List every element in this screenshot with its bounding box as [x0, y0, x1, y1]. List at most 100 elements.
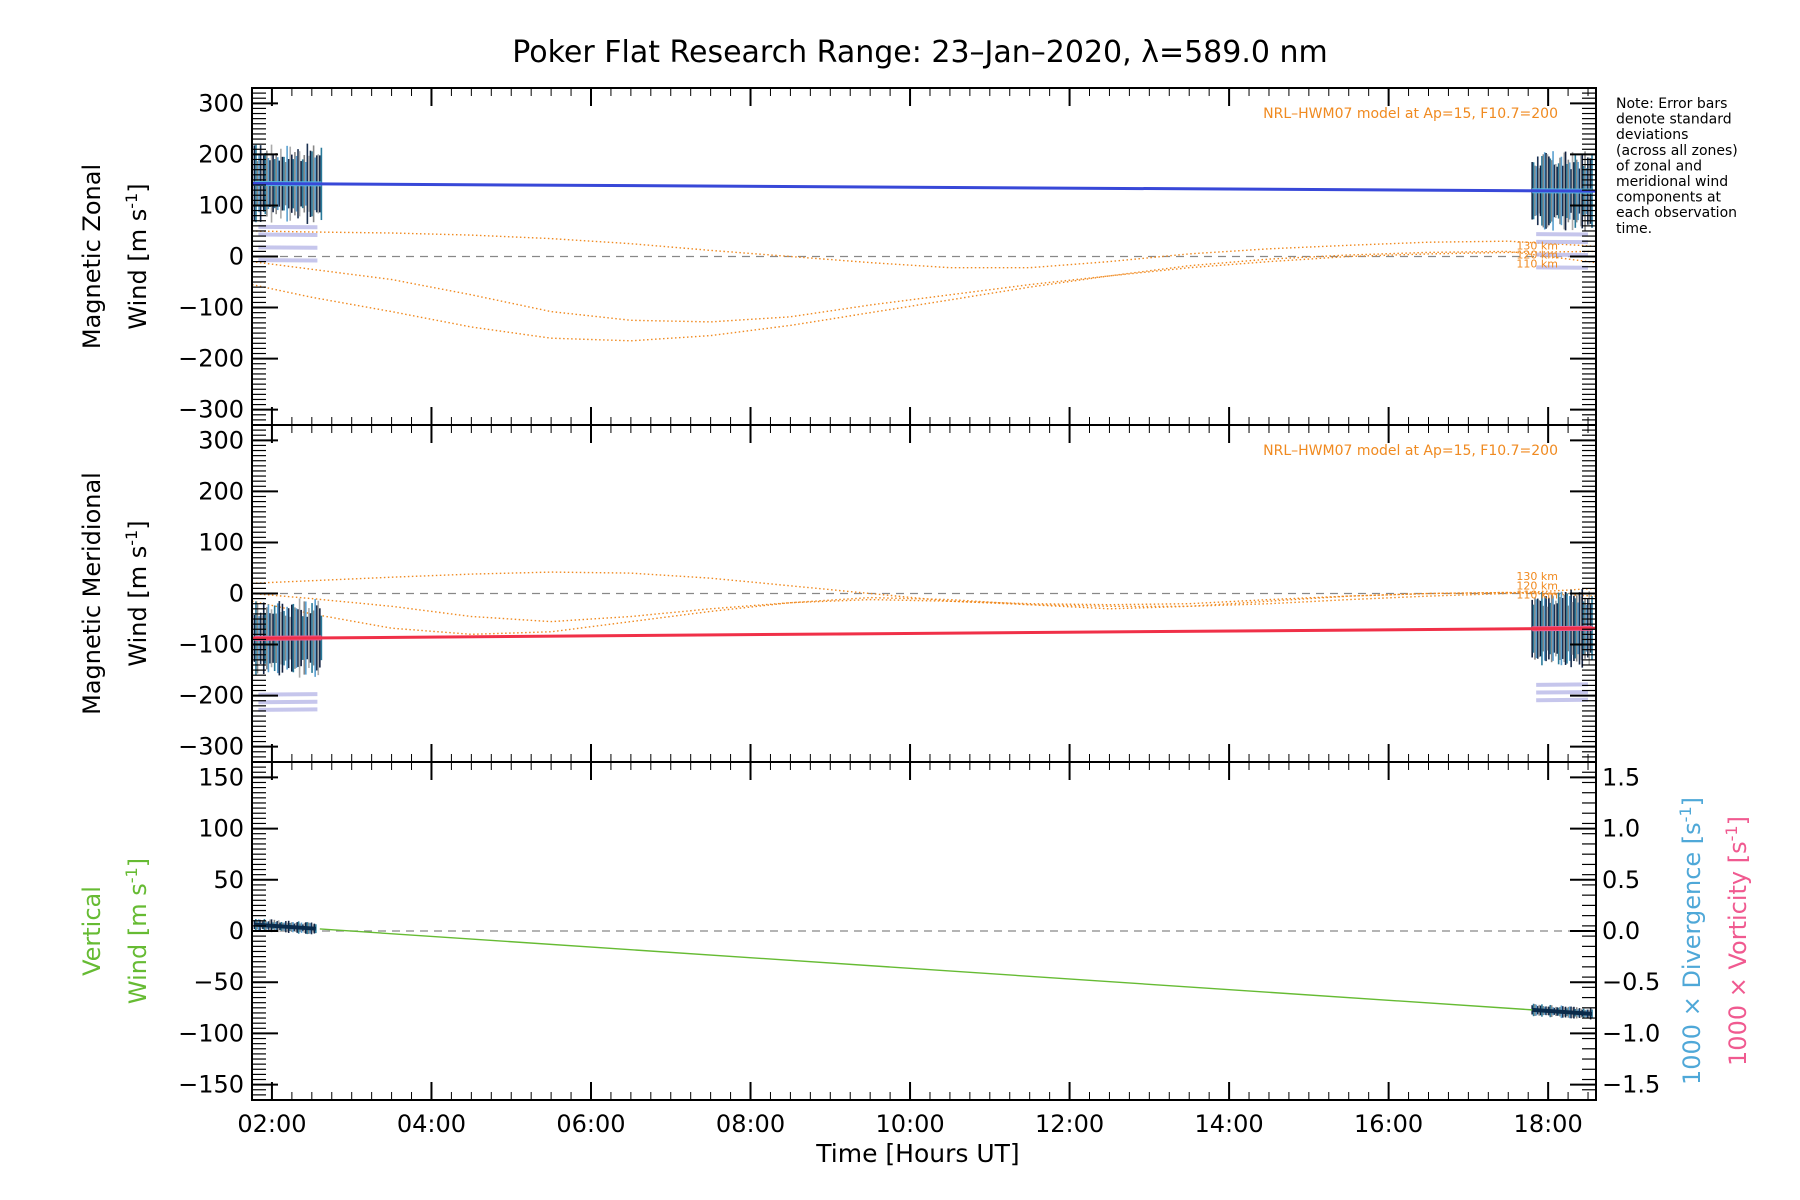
altitude-label: 110 km [1516, 589, 1558, 602]
y2-tick-label: −1.0 [1602, 1019, 1660, 1047]
altitude-label: 110 km [1516, 258, 1558, 271]
zone-wind-trace [258, 692, 318, 697]
y-tick-label: 0 [229, 917, 244, 945]
y-tick-label: 200 [198, 140, 244, 168]
error-bar-cluster-0 [253, 918, 317, 935]
zone-wind-trace [258, 699, 318, 705]
y-tick-label: −100 [178, 631, 244, 659]
wind-line-zonal [252, 181, 1596, 193]
y-axis-label-line1: Vertical [78, 886, 106, 976]
y2-tick-label: 1.0 [1602, 815, 1640, 843]
note-line: deviations [1616, 127, 1688, 143]
y2-tick-label: −0.5 [1602, 968, 1660, 996]
x-tick-labels: 02:00 04:00 06:00 08:00 10:00 12:00 14:00 16:00… [237, 1110, 1582, 1138]
altitude-label: 130 km [1516, 239, 1558, 252]
error-bar-cluster-1 [1531, 1003, 1593, 1020]
y-tick-label: 100 [198, 528, 244, 556]
y-tick-label: −300 [178, 396, 244, 424]
y-axis-unit-close: ] [124, 183, 152, 192]
model-label: NRL–HWM07 model at Ap=15, F10.7=200 [1263, 106, 1558, 122]
y-axis-label-line1: Magnetic Meridional [78, 472, 106, 715]
vorticity-axis-label: 1000 × Vorticity [s-1] [1722, 816, 1753, 1066]
y-tick-label: −100 [178, 294, 244, 322]
error-bar-cluster-0 [253, 143, 323, 263]
altitude-label: 120 km [1516, 249, 1558, 262]
panel-zonal: 300 200 100 0 −100 −200 −300 Magnetic Zonal Wind… [78, 87, 1597, 426]
y2-tick-label: −1.5 [1602, 1071, 1660, 1099]
observed-mean-wind [1532, 1007, 1593, 1016]
plot-area-zonal [252, 143, 1596, 342]
divergence-axis-label: 1000 × Divergence [s-1] [1676, 797, 1707, 1085]
note-line: time. [1616, 221, 1652, 237]
model-curve-0 [252, 250, 1596, 342]
y-tick-label: 0 [229, 580, 244, 608]
y-axis-unit-close: ] [124, 858, 152, 867]
y-tick-label: −200 [178, 345, 244, 373]
y-tick-label: 200 [198, 477, 244, 505]
note-line: denote standard [1616, 112, 1732, 128]
y-tick-label: 0 [229, 243, 244, 271]
note-line: each observation [1616, 205, 1737, 221]
observed-mean-wind [254, 922, 316, 931]
y-axis-label-line2: Wind [m s-1] [122, 858, 153, 1004]
y-tick-label: 300 [198, 426, 244, 454]
model-label: NRL–HWM07 model at Ap=15, F10.7=200 [1263, 443, 1558, 459]
note-line: (across all zones) [1616, 143, 1738, 159]
chart-title: Poker Flat Research Range: 23–Jan–2020, … [512, 35, 1328, 70]
divergence-unit-close: ] [1678, 797, 1706, 806]
divergence-unit-exponent: -1 [1676, 806, 1695, 822]
note-line: meridional wind [1616, 174, 1728, 190]
model-curve-2 [252, 230, 1596, 269]
zone-wind-trace [258, 707, 318, 712]
y-tick-label: 100 [198, 191, 244, 219]
vorticity-unit-close: ] [1724, 816, 1752, 825]
x-tick-label: 16:00 [1354, 1110, 1423, 1138]
altitude-label: 120 km [1516, 579, 1558, 592]
y-tick-label: −200 [178, 682, 244, 710]
model-curve-0 [252, 571, 1596, 607]
x-tick-label: 18:00 [1514, 1110, 1583, 1138]
y2-tick-label: 0.5 [1602, 866, 1640, 894]
y-tick-label: 150 [198, 763, 244, 791]
y2-tick-label: 1.5 [1602, 763, 1640, 791]
y-axis-label-line2: Wind [m s-1] [122, 183, 153, 329]
x-tick-label: 10:00 [875, 1110, 944, 1138]
y-axis-unit-close: ] [124, 520, 152, 529]
y-tick-label: −100 [178, 1019, 244, 1047]
altitude-label: 130 km [1516, 570, 1558, 583]
model-curve-1 [252, 591, 1596, 636]
y-tick-label: −300 [178, 733, 244, 761]
model-curve-1 [252, 250, 1596, 323]
wind-line-meridional [252, 626, 1596, 640]
x-axis-label: Time [Hours UT] [815, 1139, 1019, 1168]
y-tick-label: 50 [213, 866, 244, 894]
y-tick-label: 100 [198, 815, 244, 843]
y2-tick-label: 0.0 [1602, 917, 1640, 945]
x-tick-label: 14:00 [1195, 1110, 1264, 1138]
note-line: Note: Error bars [1616, 96, 1727, 112]
y-tick-label: −150 [178, 1071, 244, 1099]
x-tick-label: 08:00 [716, 1110, 785, 1138]
y-axis-label-line2: Wind [m s-1] [122, 520, 153, 666]
y-axis-unit-exponent: -1 [122, 530, 141, 546]
plot-area-meridional [252, 571, 1596, 712]
model-curve-2 [252, 591, 1596, 623]
y-tick-label: −50 [193, 968, 244, 996]
panel-meridional: 300 200 100 0 −100 −200 −300 Magnetic Meridiona… [78, 424, 1597, 763]
x-tick-label: 12:00 [1035, 1110, 1104, 1138]
note-line: of zonal and [1616, 158, 1702, 174]
wind-line-vertical [319, 928, 1533, 1011]
plot-area-vertical [252, 918, 1596, 1020]
x-tick-label: 04:00 [397, 1110, 466, 1138]
panel-vertical: 150 100 50 0 −50 −100 −150 1.5 1.0 0.5 0.0 −0.5 −1.0… [78, 761, 1753, 1101]
vorticity-unit-exponent: -1 [1722, 825, 1741, 841]
x-tick-label: 06:00 [556, 1110, 625, 1138]
panels: 300 200 100 0 −100 −200 −300 Magnetic Zonal Wind… [78, 87, 1753, 1138]
y-axis-label-line1: Magnetic Zonal [78, 164, 106, 349]
y-axis-unit-exponent: -1 [122, 193, 141, 209]
y-tick-label: 300 [198, 89, 244, 117]
x-tick-label: 02:00 [237, 1110, 306, 1138]
y-axis-unit-exponent: -1 [122, 867, 141, 883]
